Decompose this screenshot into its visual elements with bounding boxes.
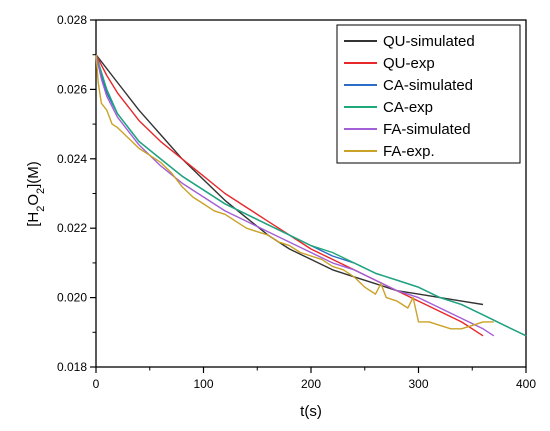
y-tick-label: 0.028 <box>57 13 87 27</box>
x-tick-label: 200 <box>301 377 321 391</box>
series-line-5 <box>95 54 495 337</box>
y-axis-title: [H2O2](M) <box>25 161 47 227</box>
legend-label: CA-exp <box>383 99 433 116</box>
series-line-4 <box>95 54 527 337</box>
series-line-1 <box>95 54 484 306</box>
x-tick-label: 300 <box>408 377 428 391</box>
y-tick-label: 0.026 <box>57 82 87 96</box>
y-tick-label: 0.020 <box>57 291 87 305</box>
legend-label: QU-exp <box>383 55 435 72</box>
legend-label: QU-simulated <box>383 33 475 50</box>
x-tick-label: 0 <box>93 377 100 391</box>
ticks-layer: 0 100 200 300 400 0.018 0.020 0.022 0.024 0.026 0.… <box>57 13 536 391</box>
x-tick-label: 100 <box>193 377 213 391</box>
series-line-6 <box>95 54 494 330</box>
legend-label: FA-simulated <box>383 121 471 138</box>
y-tick-label: 0.022 <box>57 221 87 235</box>
legend-box <box>336 24 521 164</box>
y-tick-label: 0.018 <box>57 360 87 374</box>
x-axis-title: t(s) <box>300 403 322 420</box>
series-line-2 <box>95 54 484 337</box>
legend-label: CA-simulated <box>383 77 473 94</box>
legend: QU-simulated QU-exp CA-simulated CA-exp FA-s… <box>336 24 521 164</box>
legend-label: FA-exp. <box>383 143 435 160</box>
y-tick-label: 0.024 <box>57 152 87 166</box>
x-tick-label: 400 <box>516 377 536 391</box>
series-layer <box>95 54 527 337</box>
